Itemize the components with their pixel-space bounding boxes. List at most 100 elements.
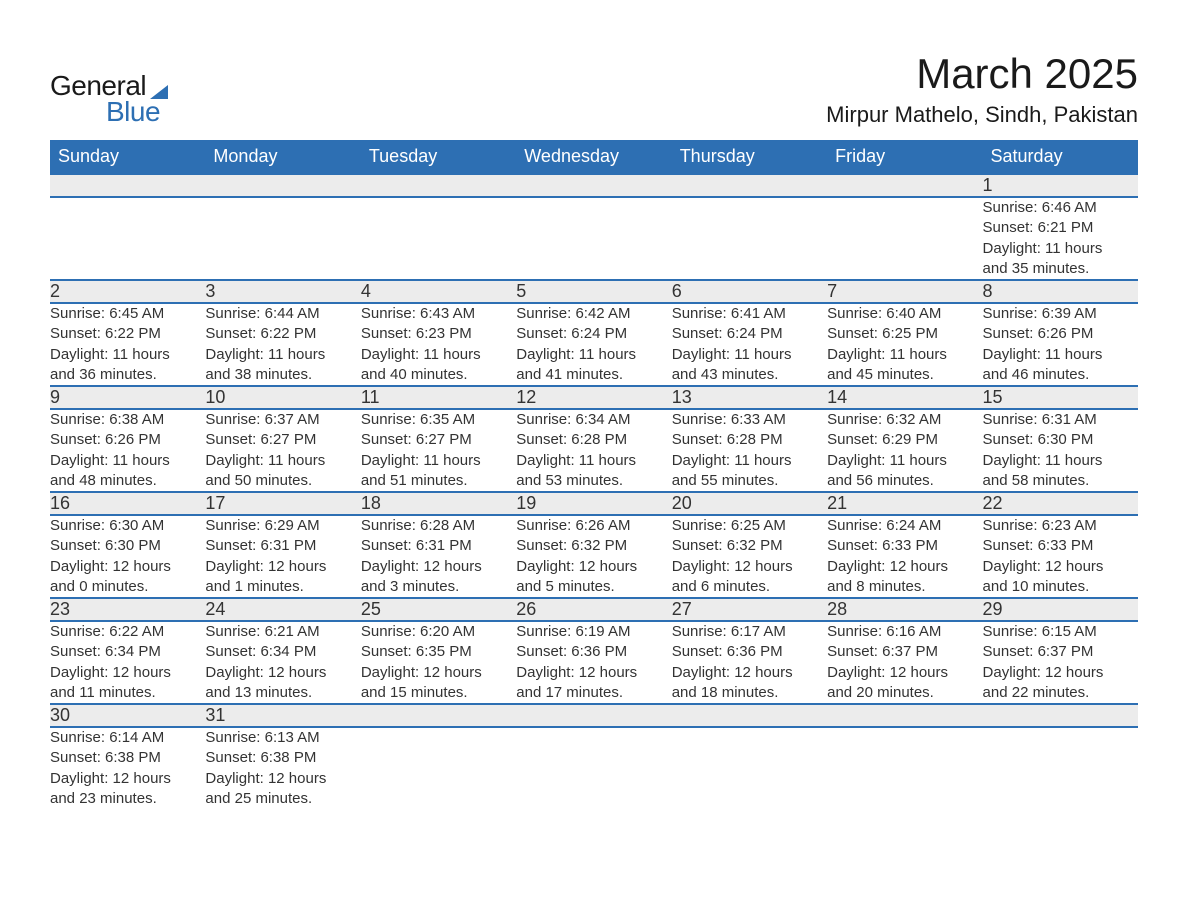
calendar-info-row: Sunrise: 6:46 AMSunset: 6:21 PMDaylight:… <box>50 197 1138 280</box>
calendar-day-info: Sunrise: 6:45 AMSunset: 6:22 PMDaylight:… <box>50 303 205 386</box>
calendar-day-info: Sunrise: 6:34 AMSunset: 6:28 PMDaylight:… <box>516 409 671 492</box>
calendar-day-info: Sunrise: 6:16 AMSunset: 6:37 PMDaylight:… <box>827 621 982 704</box>
calendar-day-info: Sunrise: 6:13 AMSunset: 6:38 PMDaylight:… <box>205 727 360 809</box>
calendar-day-info: Sunrise: 6:42 AMSunset: 6:24 PMDaylight:… <box>516 303 671 386</box>
calendar-day-number: 28 <box>827 598 982 621</box>
calendar-day-info: Sunrise: 6:30 AMSunset: 6:30 PMDaylight:… <box>50 515 205 598</box>
calendar-day-info: Sunrise: 6:15 AMSunset: 6:37 PMDaylight:… <box>983 621 1138 704</box>
calendar-header-cell: Saturday <box>983 140 1138 174</box>
calendar-day-number: 6 <box>672 280 827 303</box>
calendar-day-info: Sunrise: 6:37 AMSunset: 6:27 PMDaylight:… <box>205 409 360 492</box>
calendar-header-cell: Monday <box>205 140 360 174</box>
calendar-day-info: Sunrise: 6:32 AMSunset: 6:29 PMDaylight:… <box>827 409 982 492</box>
calendar-empty-cell <box>50 197 205 280</box>
calendar-day-info: Sunrise: 6:40 AMSunset: 6:25 PMDaylight:… <box>827 303 982 386</box>
calendar-day-number: 31 <box>205 704 360 727</box>
calendar-day-number: 4 <box>361 280 516 303</box>
calendar-info-row: Sunrise: 6:30 AMSunset: 6:30 PMDaylight:… <box>50 515 1138 598</box>
calendar-day-number: 23 <box>50 598 205 621</box>
calendar-day-info: Sunrise: 6:44 AMSunset: 6:22 PMDaylight:… <box>205 303 360 386</box>
calendar-day-info: Sunrise: 6:20 AMSunset: 6:35 PMDaylight:… <box>361 621 516 704</box>
calendar-day-number: 17 <box>205 492 360 515</box>
calendar-header-row: SundayMondayTuesdayWednesdayThursdayFrid… <box>50 140 1138 174</box>
calendar-day-number: 3 <box>205 280 360 303</box>
calendar-header-cell: Tuesday <box>361 140 516 174</box>
calendar-day-number: 10 <box>205 386 360 409</box>
calendar-day-number: 21 <box>827 492 982 515</box>
calendar-header-cell: Sunday <box>50 140 205 174</box>
calendar-day-number: 29 <box>983 598 1138 621</box>
calendar-empty-cell <box>205 197 360 280</box>
calendar-day-info: Sunrise: 6:38 AMSunset: 6:26 PMDaylight:… <box>50 409 205 492</box>
calendar-empty-cell <box>672 727 827 809</box>
calendar-empty-cell <box>516 174 671 197</box>
calendar-table: SundayMondayTuesdayWednesdayThursdayFrid… <box>50 140 1138 809</box>
calendar-day-number: 8 <box>983 280 1138 303</box>
calendar-empty-cell <box>361 727 516 809</box>
calendar-day-info: Sunrise: 6:33 AMSunset: 6:28 PMDaylight:… <box>672 409 827 492</box>
calendar-day-number: 9 <box>50 386 205 409</box>
calendar-day-number: 5 <box>516 280 671 303</box>
calendar-empty-cell <box>516 727 671 809</box>
calendar-day-info: Sunrise: 6:14 AMSunset: 6:38 PMDaylight:… <box>50 727 205 809</box>
calendar-day-info: Sunrise: 6:43 AMSunset: 6:23 PMDaylight:… <box>361 303 516 386</box>
calendar-day-number: 16 <box>50 492 205 515</box>
calendar-day-number: 20 <box>672 492 827 515</box>
calendar-day-number: 15 <box>983 386 1138 409</box>
calendar-daynum-row: 2345678 <box>50 280 1138 303</box>
calendar-empty-cell <box>361 704 516 727</box>
calendar-daynum-row: 3031 <box>50 704 1138 727</box>
calendar-day-number: 12 <box>516 386 671 409</box>
calendar-empty-cell <box>361 174 516 197</box>
calendar-day-info: Sunrise: 6:22 AMSunset: 6:34 PMDaylight:… <box>50 621 205 704</box>
calendar-day-number: 19 <box>516 492 671 515</box>
calendar-empty-cell <box>827 174 982 197</box>
calendar-day-number: 1 <box>983 174 1138 197</box>
calendar-empty-cell <box>672 197 827 280</box>
calendar-day-number: 27 <box>672 598 827 621</box>
calendar-empty-cell <box>983 704 1138 727</box>
calendar-daynum-row: 9101112131415 <box>50 386 1138 409</box>
logo-word2: Blue <box>106 96 160 128</box>
calendar-day-number: 7 <box>827 280 982 303</box>
calendar-empty-cell <box>672 174 827 197</box>
calendar-day-info: Sunrise: 6:21 AMSunset: 6:34 PMDaylight:… <box>205 621 360 704</box>
calendar-daynum-row: 16171819202122 <box>50 492 1138 515</box>
calendar-info-row: Sunrise: 6:14 AMSunset: 6:38 PMDaylight:… <box>50 727 1138 809</box>
calendar-header-cell: Wednesday <box>516 140 671 174</box>
calendar-daynum-row: 23242526272829 <box>50 598 1138 621</box>
calendar-info-row: Sunrise: 6:38 AMSunset: 6:26 PMDaylight:… <box>50 409 1138 492</box>
calendar-day-number: 26 <box>516 598 671 621</box>
calendar-day-number: 24 <box>205 598 360 621</box>
calendar-day-number: 14 <box>827 386 982 409</box>
calendar-day-info: Sunrise: 6:26 AMSunset: 6:32 PMDaylight:… <box>516 515 671 598</box>
calendar-day-info: Sunrise: 6:24 AMSunset: 6:33 PMDaylight:… <box>827 515 982 598</box>
calendar-day-info: Sunrise: 6:46 AMSunset: 6:21 PMDaylight:… <box>983 197 1138 280</box>
calendar-info-row: Sunrise: 6:45 AMSunset: 6:22 PMDaylight:… <box>50 303 1138 386</box>
calendar-header-cell: Friday <box>827 140 982 174</box>
calendar-empty-cell <box>516 704 671 727</box>
calendar-empty-cell <box>827 197 982 280</box>
calendar-day-info: Sunrise: 6:23 AMSunset: 6:33 PMDaylight:… <box>983 515 1138 598</box>
calendar-day-info: Sunrise: 6:25 AMSunset: 6:32 PMDaylight:… <box>672 515 827 598</box>
calendar-info-row: Sunrise: 6:22 AMSunset: 6:34 PMDaylight:… <box>50 621 1138 704</box>
calendar-day-number: 22 <box>983 492 1138 515</box>
calendar-day-info: Sunrise: 6:19 AMSunset: 6:36 PMDaylight:… <box>516 621 671 704</box>
page-title: March 2025 <box>826 50 1138 98</box>
logo: General Blue <box>50 70 168 128</box>
calendar-day-number: 30 <box>50 704 205 727</box>
calendar-empty-cell <box>361 197 516 280</box>
calendar-empty-cell <box>672 704 827 727</box>
location-subtitle: Mirpur Mathelo, Sindh, Pakistan <box>826 102 1138 128</box>
calendar-day-info: Sunrise: 6:39 AMSunset: 6:26 PMDaylight:… <box>983 303 1138 386</box>
calendar-header-cell: Thursday <box>672 140 827 174</box>
calendar-empty-cell <box>205 174 360 197</box>
calendar-day-info: Sunrise: 6:28 AMSunset: 6:31 PMDaylight:… <box>361 515 516 598</box>
calendar-day-number: 25 <box>361 598 516 621</box>
calendar-day-info: Sunrise: 6:35 AMSunset: 6:27 PMDaylight:… <box>361 409 516 492</box>
calendar-day-number: 18 <box>361 492 516 515</box>
logo-triangle-icon <box>150 85 168 99</box>
calendar-empty-cell <box>827 727 982 809</box>
calendar-day-number: 11 <box>361 386 516 409</box>
calendar-empty-cell <box>827 704 982 727</box>
